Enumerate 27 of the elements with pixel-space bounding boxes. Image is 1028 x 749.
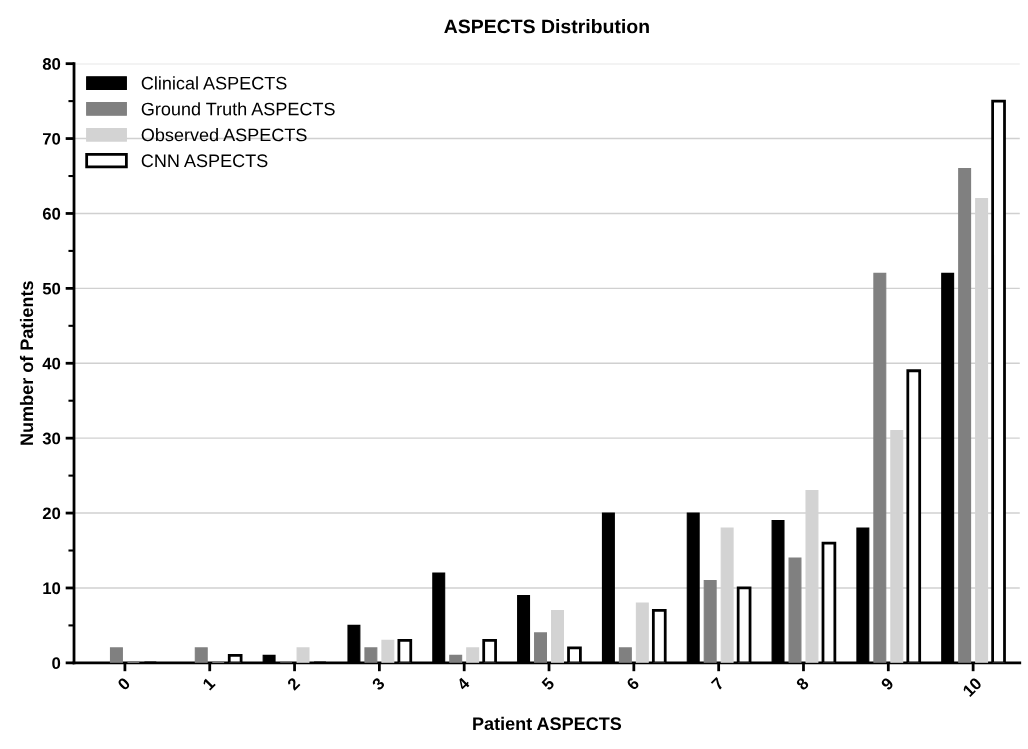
y-tick-label: 10: [43, 582, 61, 595]
y-tick-label: 80: [42, 58, 61, 70]
x-axis-title: Patient ASPECTS: [473, 716, 622, 731]
x-tick-label: 5: [541, 676, 556, 691]
x-tick-label: 1: [202, 676, 216, 691]
x-tick-label: 8: [795, 676, 810, 691]
legend-label: Observed ASPECTS: [141, 128, 307, 142]
legend-label: Clinical ASPECTS: [141, 76, 287, 90]
y-tick-label: 30: [42, 432, 61, 445]
x-tick-label: 7: [710, 677, 725, 691]
x-tick-label: 3: [371, 676, 386, 692]
x-tick-label: 9: [880, 676, 895, 691]
y-tick-label: 40: [42, 357, 61, 370]
x-tick-label: 4: [456, 676, 471, 691]
x-tick-label: 0: [116, 676, 131, 691]
y-tick-label: 0: [52, 657, 61, 670]
y-tick-label: 20: [42, 507, 61, 520]
y-axis-title: Number of Patients: [19, 281, 34, 445]
x-tick-label: 10: [962, 676, 983, 698]
legend-label: Ground Truth ASPECTS: [141, 102, 335, 116]
y-tick-label: 70: [43, 132, 61, 145]
legend-label: CNN ASPECTS: [141, 154, 268, 168]
x-tick-label: 2: [286, 676, 301, 691]
chart-title: ASPECTS Distribution: [444, 19, 649, 34]
x-tick-label: 6: [625, 676, 640, 691]
y-tick-label: 50: [42, 282, 61, 295]
y-tick-label: 60: [42, 207, 61, 220]
